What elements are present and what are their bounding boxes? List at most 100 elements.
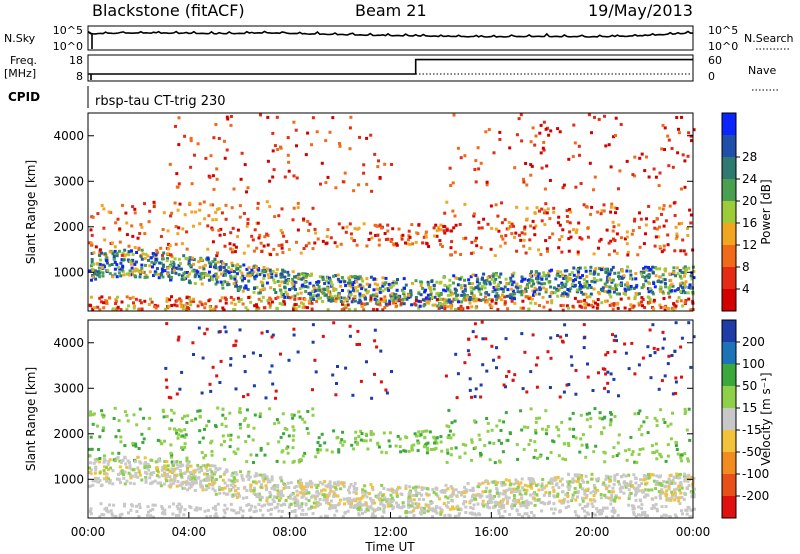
power-cell — [470, 240, 474, 244]
velocity-cell — [218, 467, 222, 471]
velocity-cell — [279, 515, 283, 519]
velocity-cell — [293, 501, 297, 505]
velocity-cell — [142, 416, 146, 420]
power-cell — [451, 181, 455, 185]
velocity-cell — [415, 491, 419, 495]
power-cell — [424, 288, 427, 292]
power-cell — [147, 303, 151, 306]
power-cell — [635, 283, 639, 287]
velocity-cell — [655, 419, 659, 423]
power-cell — [90, 233, 94, 237]
power-cell — [236, 235, 239, 239]
power-cell — [250, 268, 254, 272]
power-cell — [373, 282, 377, 286]
power-cell — [270, 272, 274, 276]
velocity-cell — [640, 482, 644, 486]
velocity-cell — [177, 335, 181, 339]
velocity-cell — [501, 492, 505, 496]
velocity-cell — [321, 482, 325, 486]
velocity-cell — [522, 447, 526, 451]
power-cell — [214, 218, 218, 222]
power-cell — [474, 306, 478, 310]
velocity-cell — [619, 490, 623, 493]
velocity-cell — [205, 469, 209, 473]
power-cell — [546, 207, 550, 211]
power-cell — [543, 187, 547, 191]
power-cell — [534, 292, 538, 296]
power-cell — [381, 308, 385, 312]
velocity-cell — [369, 438, 373, 442]
power-cell — [113, 245, 117, 249]
velocity-cell — [571, 480, 575, 484]
power-cell — [533, 290, 537, 294]
velocity-cell — [138, 473, 142, 477]
power-cell — [511, 274, 515, 278]
power-cell — [683, 301, 687, 305]
velocity-cell — [190, 476, 193, 480]
power-cell — [390, 238, 394, 241]
power-cell — [143, 256, 147, 260]
power-cell — [652, 220, 656, 224]
power-cell — [437, 306, 441, 310]
velocity-cell — [349, 483, 353, 486]
velocity-cell — [409, 504, 413, 508]
power-cell — [232, 243, 236, 247]
power-cell — [601, 289, 605, 293]
power-cell — [449, 246, 453, 250]
power-cell — [304, 276, 308, 280]
velocity-cell — [116, 473, 120, 476]
velocity-cell — [318, 498, 322, 501]
power-cell — [600, 209, 604, 213]
power-cell — [308, 222, 312, 226]
velocity-cell — [684, 410, 688, 414]
power-cell — [647, 266, 650, 269]
velocity-cell — [422, 486, 426, 490]
velocity-cell — [679, 345, 683, 349]
velocity-cell — [236, 435, 240, 439]
velocity-cell — [461, 442, 465, 446]
power-cell — [235, 272, 239, 276]
velocity-cell — [477, 433, 481, 437]
power-cell — [310, 307, 314, 311]
power-cell — [376, 283, 380, 287]
power-cell — [223, 280, 227, 284]
velocity-cell — [329, 499, 333, 503]
power-cell — [214, 282, 218, 286]
power-cell — [672, 266, 676, 270]
power-cell — [509, 296, 512, 300]
velocity-cell — [529, 485, 533, 489]
power-cell — [523, 277, 527, 281]
power-cell — [114, 221, 118, 225]
velocity-cell — [382, 509, 386, 513]
velocity-cell — [679, 456, 683, 460]
power-cell — [559, 304, 563, 308]
velocity-cell — [446, 451, 450, 455]
velocity-cell — [358, 506, 362, 510]
power-cell — [633, 217, 637, 221]
velocity-cell — [565, 333, 568, 337]
velocity-cell — [512, 482, 516, 486]
velocity-cell — [661, 490, 664, 494]
velocity-cell — [308, 507, 312, 510]
velocity-cell — [203, 332, 207, 336]
velocity-cell — [111, 451, 115, 455]
power-cell — [487, 297, 491, 301]
power-cell — [188, 279, 192, 283]
velocity-cell — [568, 484, 572, 488]
power-cell — [233, 270, 236, 274]
power-cell — [576, 300, 580, 304]
power-cell — [103, 252, 107, 256]
power-cell — [548, 280, 552, 283]
power-cell — [255, 303, 258, 307]
velocity-cell — [151, 503, 155, 507]
power-cell — [643, 275, 647, 279]
velocity-cell — [172, 460, 176, 464]
power-cell — [339, 284, 343, 288]
power-cell — [690, 277, 694, 281]
power-cell — [168, 298, 172, 302]
velocity-cell — [548, 500, 551, 504]
velocity-cell — [235, 472, 239, 476]
power-cell — [545, 247, 549, 251]
velocity-cell — [485, 369, 489, 373]
